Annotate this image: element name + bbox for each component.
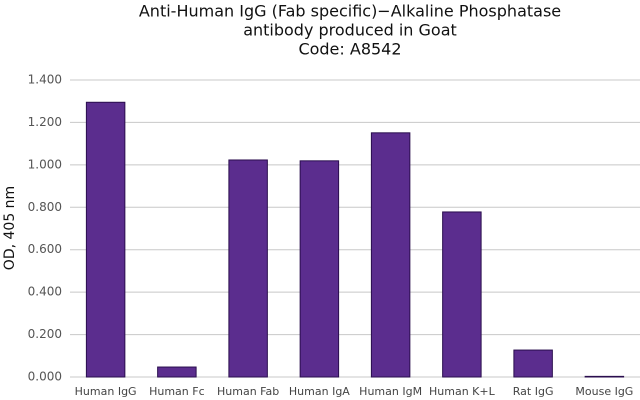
bar (442, 211, 482, 378)
bar (299, 160, 340, 378)
x-tick-label: Human Fc (149, 385, 205, 398)
y-tick-label: 0.000 (28, 370, 62, 384)
x-tick-label: Human K+L (429, 385, 496, 398)
x-tick-label: Human IgA (289, 385, 350, 398)
y-axis-label: OD, 405 nm (2, 186, 18, 270)
bar (85, 101, 126, 378)
bar (513, 349, 553, 378)
x-tick-label: Human IgG (75, 385, 137, 398)
y-tick-label: 0.200 (28, 327, 62, 341)
y-tick-label: 1.200 (28, 115, 62, 129)
chart-title: Anti-Human IgG (Fab specific)−Alkaline P… (139, 2, 561, 21)
bar (584, 375, 625, 378)
bar (370, 132, 411, 378)
x-tick-label: Human IgM (359, 385, 422, 398)
y-tick-label: 1.400 (28, 73, 62, 87)
bar (228, 159, 268, 378)
bar (157, 366, 197, 378)
y-tick-label: 0.400 (28, 285, 62, 299)
chart-title: antibody produced in Goat (243, 21, 457, 40)
x-tick-label: Rat IgG (513, 385, 554, 398)
chart-title: Code: A8542 (298, 40, 401, 59)
y-tick-label: 1.000 (28, 157, 62, 171)
x-tick-label: Mouse IgG (575, 385, 633, 398)
y-tick-label: 0.800 (28, 200, 62, 214)
y-tick-label: 0.600 (28, 242, 62, 256)
x-tick-label: Human Fab (217, 385, 279, 398)
